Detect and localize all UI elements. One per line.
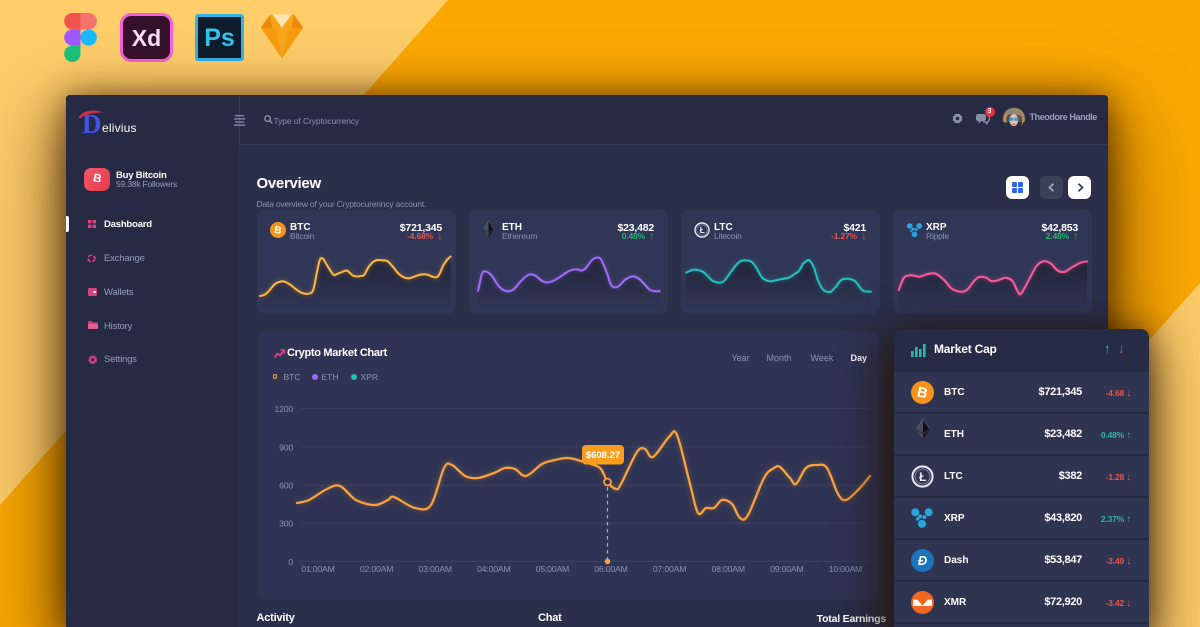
svg-text:10:00AM: 10:00AM	[828, 564, 861, 574]
svg-text:B: B	[916, 384, 929, 402]
svg-text:$608.27: $608.27	[585, 450, 619, 461]
svg-text:07:00AM: 07:00AM	[652, 564, 685, 574]
svg-text:06:00AM: 06:00AM	[594, 564, 627, 574]
svg-text:09:00AM: 09:00AM	[770, 564, 803, 574]
svg-text:05:00AM: 05:00AM	[535, 564, 568, 574]
svg-text:Ł: Ł	[700, 225, 705, 235]
svg-text:02:00AM: 02:00AM	[359, 564, 392, 574]
svg-text:01:00AM: 01:00AM	[301, 564, 334, 574]
svg-text:0: 0	[288, 557, 293, 567]
svg-text:Ł: Ł	[919, 470, 926, 484]
svg-text:600: 600	[279, 481, 293, 491]
svg-text:300: 300	[279, 519, 293, 529]
svg-text:03:00AM: 03:00AM	[418, 564, 451, 574]
svg-text:900: 900	[279, 442, 293, 452]
svg-text:B: B	[273, 225, 282, 237]
svg-text:Ð: Ð	[918, 553, 927, 568]
svg-text:1200: 1200	[274, 404, 293, 414]
svg-text:08:00AM: 08:00AM	[711, 564, 744, 574]
svg-text:04:00AM: 04:00AM	[477, 564, 510, 574]
